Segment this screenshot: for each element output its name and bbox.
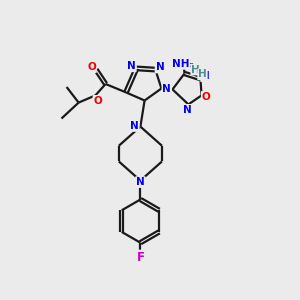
Text: H: H [191,64,200,75]
Text: O: O [87,62,96,72]
Text: N: N [130,121,139,131]
Text: N: N [162,84,171,94]
Text: O: O [93,96,102,106]
Text: N: N [127,61,136,71]
Text: N: N [182,105,191,115]
Text: F: F [136,250,144,264]
Text: N: N [155,62,164,73]
Text: O: O [202,92,211,102]
Text: N: N [201,71,210,81]
Text: N: N [136,177,145,187]
Text: NH₂: NH₂ [172,59,194,69]
Text: H: H [198,69,207,80]
